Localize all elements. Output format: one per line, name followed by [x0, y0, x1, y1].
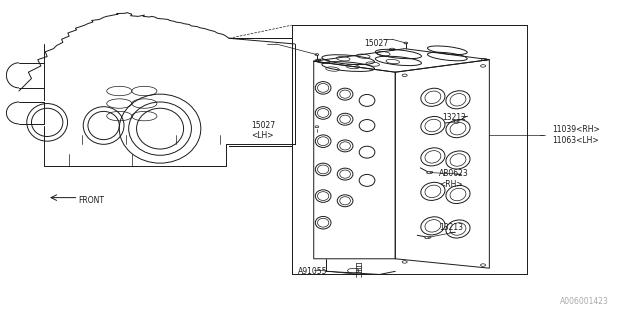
- Text: A91055: A91055: [298, 267, 328, 276]
- Text: 15027
<LH>: 15027 <LH>: [251, 121, 275, 140]
- Text: 13213: 13213: [439, 223, 463, 232]
- Text: 13212: 13212: [442, 113, 466, 122]
- Text: AB0623
<RH>: AB0623 <RH>: [439, 169, 469, 188]
- Text: 15027: 15027: [364, 39, 388, 48]
- Text: 11039<RH>
11063<LH>: 11039<RH> 11063<LH>: [552, 125, 600, 145]
- Text: A006001423: A006001423: [559, 297, 609, 306]
- Text: FRONT: FRONT: [79, 196, 104, 205]
